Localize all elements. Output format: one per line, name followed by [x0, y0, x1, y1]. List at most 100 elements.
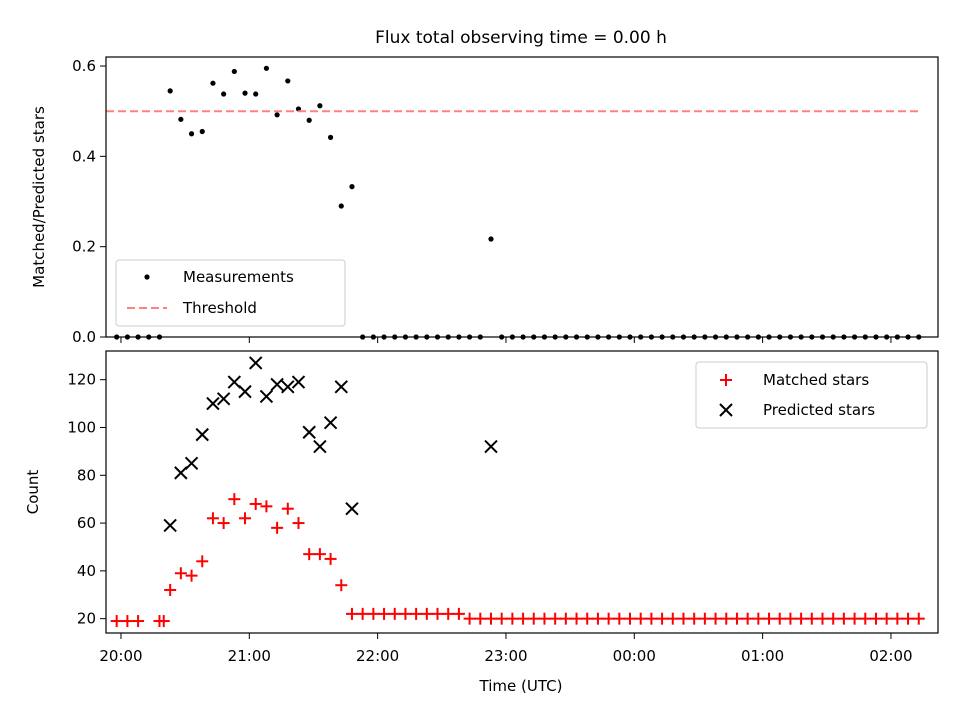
- x-stroke: [270, 377, 284, 392]
- predicted-star-point: [195, 427, 209, 442]
- legend-matched-marker: [720, 374, 732, 386]
- bottom-x-tick-label: 20:00: [99, 647, 142, 665]
- matched-star-point: [827, 612, 840, 625]
- predicted-star-point: [484, 439, 498, 454]
- matched-star-point: [399, 607, 412, 620]
- measurement-point: [188, 131, 195, 137]
- top-y-tick-label: 0.0: [72, 328, 96, 346]
- x-stroke: [323, 415, 338, 430]
- matched-star-point: [859, 612, 872, 625]
- predicted-star-point: [323, 415, 338, 430]
- legend-measurements-label: Measurements: [183, 268, 294, 286]
- matched-star-point: [784, 612, 797, 625]
- predicted-star-point: [206, 396, 220, 411]
- matched-star-point: [709, 612, 722, 625]
- matched-star-point: [816, 612, 829, 625]
- legend-measurements-marker: [144, 274, 150, 280]
- measurement-point: [306, 117, 312, 123]
- top-y-axis-label: Matched/Predicted stars: [30, 106, 48, 288]
- x-stroke: [334, 380, 348, 394]
- matched-star-point: [335, 579, 348, 592]
- measurement-point: [338, 203, 344, 209]
- predicted-star-point: [249, 356, 263, 370]
- matched-star-point: [656, 612, 669, 625]
- bottom-plot-area: [110, 356, 925, 628]
- measurement-point: [488, 236, 494, 242]
- bottom-panel: 20 40 60 80 100 120 20:00 21:00 22:00 23:00 00:00…: [24, 350, 939, 695]
- predicted-star-point: [281, 380, 295, 394]
- bottom-x-axis-label: Time (UTC): [479, 677, 563, 695]
- bottom-y-tick-label: 40: [77, 562, 96, 580]
- predicted-star-point: [345, 502, 359, 516]
- bottom-axes-frame: [105, 350, 939, 634]
- bottom-y-tick-label: 100: [67, 418, 96, 436]
- measurement-point: [221, 91, 227, 97]
- x-stroke: [259, 389, 274, 404]
- predicted-star-point: [313, 439, 327, 454]
- matched-star-point: [206, 512, 219, 525]
- x-stroke: [345, 502, 359, 516]
- measurement-point: [327, 134, 334, 140]
- matched-star-point: [559, 612, 572, 625]
- matched-star-point: [157, 615, 170, 628]
- bottom-y-axis-label: Count: [24, 470, 42, 515]
- matched-star-point: [848, 612, 861, 625]
- matched-star-point: [474, 612, 487, 625]
- legend-predicted-marker: [719, 403, 733, 417]
- bottom-y-tick-label: 20: [77, 610, 96, 628]
- legend-threshold-label: Threshold: [182, 299, 257, 317]
- predicted-star-point: [227, 375, 242, 389]
- matched-star-point: [185, 569, 198, 582]
- matched-star-point: [495, 612, 508, 625]
- matched-star-point: [763, 612, 776, 625]
- matched-star-point: [538, 612, 551, 625]
- matched-star-point: [752, 612, 765, 625]
- bottom-x-tick-label: 23:00: [484, 647, 527, 665]
- top-legend: Measurements Threshold: [115, 259, 346, 327]
- matched-star-point: [677, 612, 690, 625]
- predicted-star-point: [334, 380, 348, 394]
- measurement-point: [349, 184, 355, 190]
- matched-star-point: [431, 607, 444, 620]
- matched-star-point: [313, 548, 326, 561]
- matched-star-point: [484, 612, 497, 625]
- legend-cross: [719, 403, 733, 417]
- matched-star-point: [688, 612, 701, 625]
- matched-star-point: [260, 500, 273, 513]
- top-y-tick-label: 0.6: [72, 57, 96, 75]
- predicted-star-point: [184, 456, 199, 471]
- x-stroke: [302, 425, 316, 439]
- matched-star-point: [720, 612, 733, 625]
- bottom-x-tick-label: 22:00: [356, 647, 399, 665]
- matched-star-point: [249, 497, 262, 510]
- x-stroke: [227, 375, 242, 389]
- matched-star-point: [132, 615, 145, 628]
- matched-star-point: [891, 612, 904, 625]
- x-stroke: [195, 427, 209, 442]
- matched-star-point: [174, 567, 187, 580]
- matched-star-point: [356, 607, 369, 620]
- x-stroke: [206, 396, 220, 411]
- matched-star-point: [442, 607, 455, 620]
- bottom-x-tick-label: 21:00: [228, 647, 271, 665]
- matched-star-point: [837, 612, 850, 625]
- matched-star-point: [452, 607, 465, 620]
- measurement-point: [253, 91, 259, 97]
- matched-star-point: [795, 612, 808, 625]
- x-stroke: [216, 392, 231, 406]
- bottom-y-tick-label: 80: [77, 466, 96, 484]
- top-y-tick-label: 0.2: [72, 238, 96, 256]
- matched-star-point: [110, 615, 123, 628]
- matched-star-point: [602, 612, 615, 625]
- predicted-star-point: [216, 392, 231, 406]
- top-panel: 0.0 0.2 0.4 0.6 Matched/Predicted stars Mea…: [30, 56, 939, 346]
- bottom-y-tick-label: 60: [77, 514, 96, 532]
- x-stroke: [281, 380, 295, 394]
- top-plot-area: [106, 65, 922, 340]
- measurement-point: [274, 112, 280, 118]
- matched-star-point: [527, 612, 540, 625]
- measurement-point: [285, 78, 291, 84]
- predicted-star-point: [174, 466, 188, 480]
- matched-star-point: [570, 612, 583, 625]
